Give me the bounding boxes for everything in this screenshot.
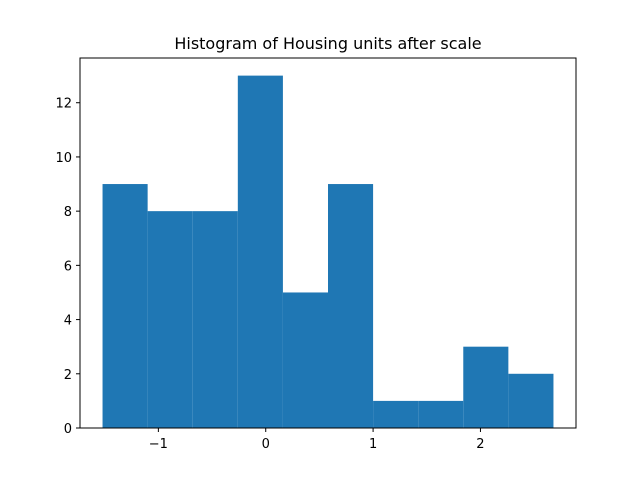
histogram-bar	[328, 184, 374, 428]
histogram-bar	[147, 211, 193, 428]
y-tick-label: 10	[55, 151, 72, 166]
histogram-bar	[508, 373, 554, 428]
histogram-bar	[463, 346, 509, 428]
y-tick-label: 0	[64, 422, 72, 437]
x-tick-label: 0	[262, 437, 270, 452]
x-tick-label: 2	[476, 437, 484, 452]
histogram-bar	[237, 75, 283, 428]
bars-group	[102, 75, 554, 428]
histogram-bar	[373, 400, 419, 428]
y-tick-label: 6	[64, 259, 72, 274]
histogram-bar	[102, 184, 148, 428]
x-tick-label: −1	[149, 437, 168, 452]
x-axis-ticks: −1 0 1 2	[149, 428, 485, 452]
x-tick-label: 1	[369, 437, 377, 452]
chart-title: Histogram of Housing units after scale	[174, 34, 481, 53]
y-tick-label: 8	[64, 205, 72, 220]
histogram-bar	[282, 292, 328, 428]
plot-area-frame	[79, 57, 577, 429]
y-axis-ticks: 0 2 4 6 8 10 12	[55, 97, 80, 437]
histogram-bar	[192, 211, 238, 428]
histogram-bar	[418, 400, 464, 428]
y-tick-label: 4	[64, 314, 72, 329]
y-tick-label: 12	[55, 97, 72, 112]
y-tick-label: 2	[64, 368, 72, 383]
